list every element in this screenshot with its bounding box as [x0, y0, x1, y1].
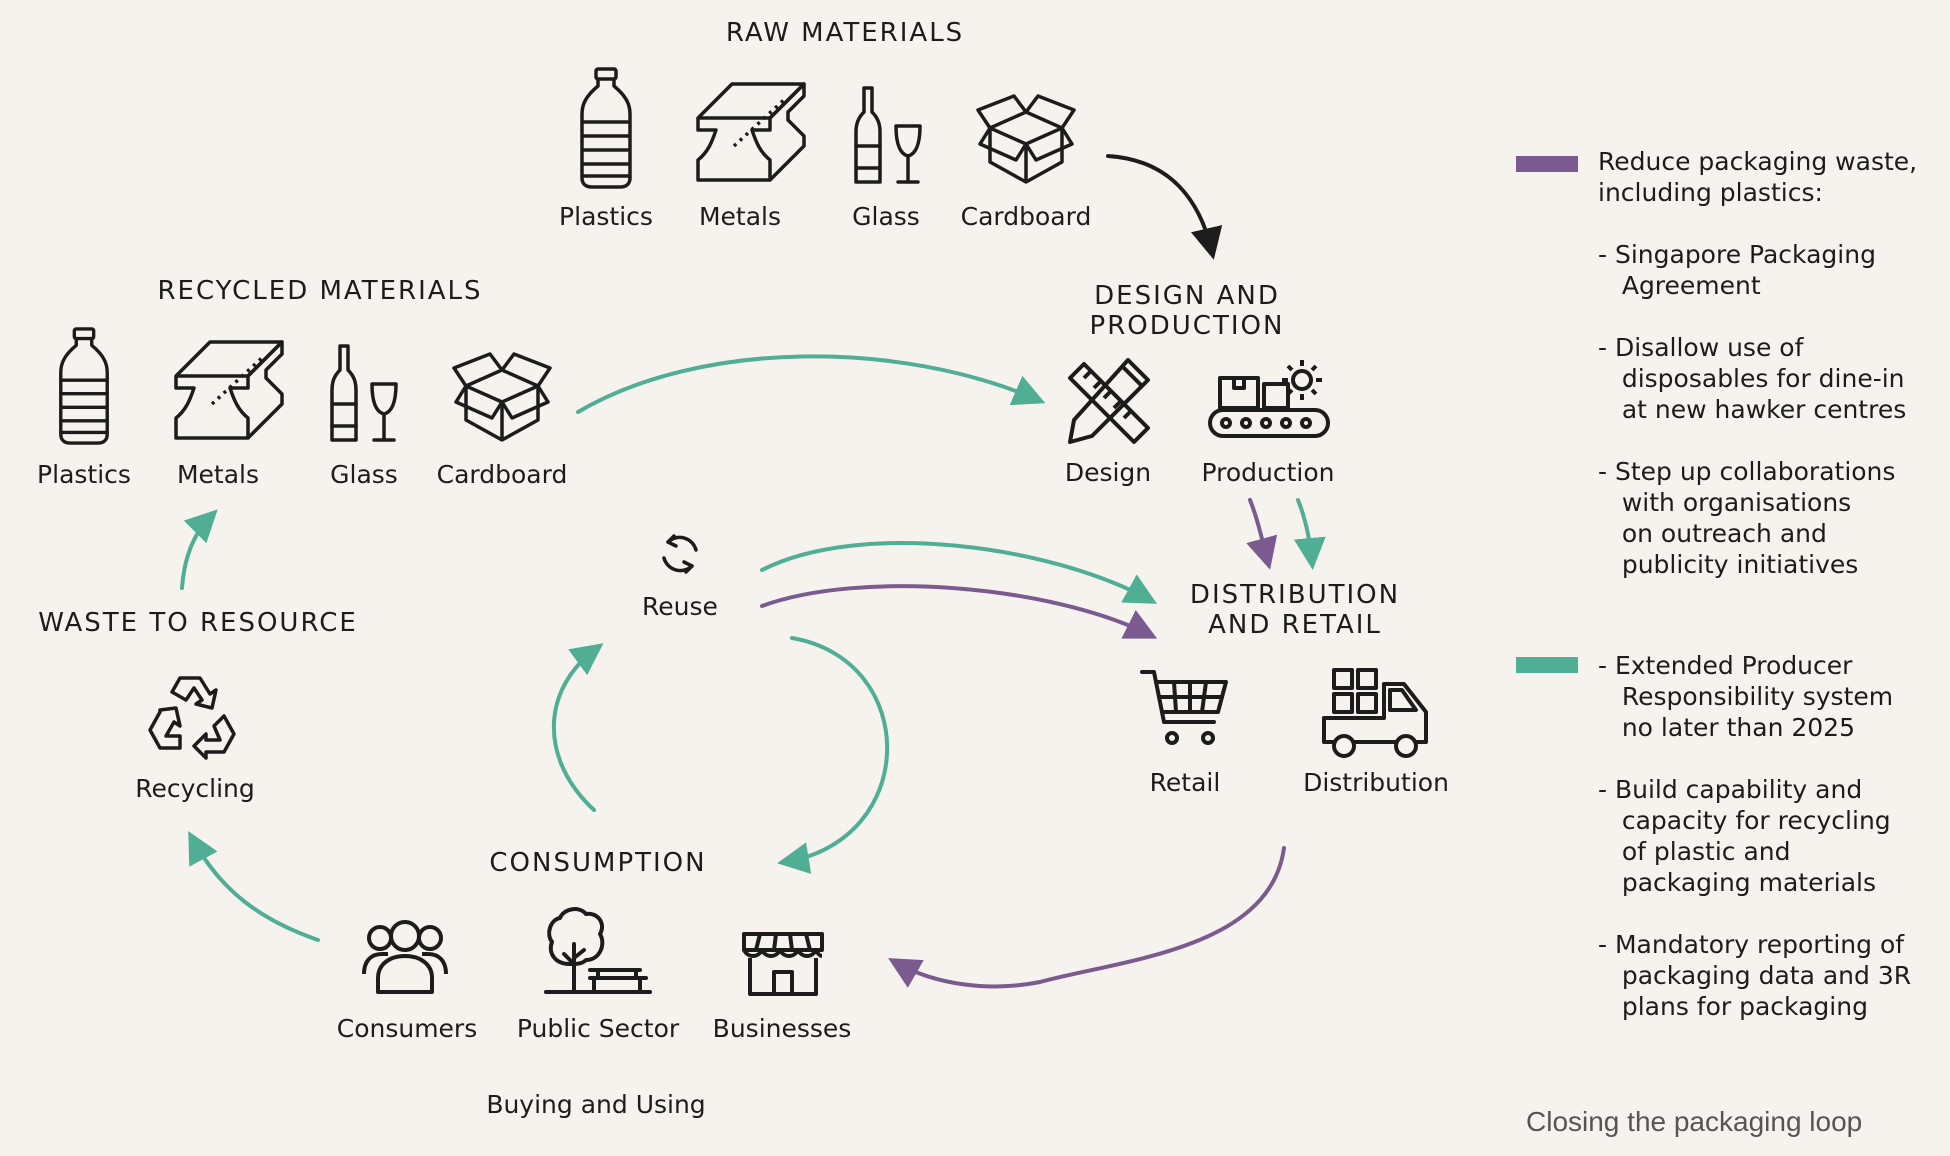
raw-material-label: Plastics — [559, 202, 653, 231]
retail-label: Retail — [1149, 768, 1221, 797]
legend-green-item: - Build capability and capacity for recy… — [1598, 775, 1891, 897]
conveyor-gear-icon — [1206, 354, 1332, 440]
design-label: Design — [1064, 458, 1152, 487]
recycled-material-label: Plastics — [37, 460, 131, 489]
legend-purple-item: - Step up collaborations with organisati… — [1598, 457, 1896, 579]
plastic-bottle-icon — [54, 326, 114, 446]
shopping-cart-icon — [1140, 668, 1230, 748]
arrow-reuse-to-consumption — [777, 636, 890, 874]
arrow-reuse-to-distribution-purple — [760, 584, 1158, 639]
recycled-material-label: Cardboard — [436, 460, 568, 489]
arrow-consumption-to-reuse — [551, 643, 604, 812]
glass-bottle-icon — [328, 344, 400, 444]
legend-green-group: - Extended Producer Responsibility syste… — [1598, 650, 1938, 1022]
production-label: Production — [1201, 458, 1335, 487]
glass-bottle-icon — [852, 86, 924, 186]
metal-beam-icon — [172, 338, 286, 442]
recycled-material-label: Metals — [176, 460, 260, 489]
raw-material-label: Glass — [852, 202, 920, 231]
arrow-recycled-to-design — [576, 354, 1046, 414]
legend-purple-group: Reduce packaging waste, including plasti… — [1598, 146, 1938, 580]
cardboard-box-icon — [976, 88, 1076, 186]
legend-green-item: - Mandatory reporting of packaging data … — [1598, 930, 1912, 1021]
reuse-label: Reuse — [642, 592, 718, 621]
arrow-raw-to-design — [1106, 154, 1223, 260]
businesses-label: Businesses — [712, 1014, 852, 1043]
legend-swatch-green — [1516, 657, 1578, 673]
tree-bench-icon — [544, 904, 652, 996]
recycling-icon — [146, 670, 240, 760]
consumption-heading: CONSUMPTION — [489, 848, 707, 878]
raw-material-label: Metals — [698, 202, 782, 231]
arrow-production-to-distribution-green — [1293, 498, 1326, 570]
legend-green-item: - Extended Producer Responsibility syste… — [1598, 651, 1894, 742]
legend-swatch-purple — [1516, 156, 1578, 172]
design-production-heading: DESIGN AND PRODUCTION — [1062, 281, 1312, 341]
reuse-icon — [656, 530, 704, 578]
raw-materials-heading: RAW MATERIALS — [725, 18, 965, 48]
ruler-pencil-icon — [1062, 356, 1154, 448]
consumers-icon — [362, 916, 448, 996]
arrow-reuse-to-distribution-green — [760, 541, 1158, 604]
legend-purple-item: - Singapore Packaging Agreement — [1598, 240, 1876, 300]
plastic-bottle-icon — [576, 66, 636, 190]
arrow-recycling-to-recycled — [180, 509, 218, 590]
public-sector-label: Public Sector — [516, 1014, 680, 1043]
raw-material-label: Cardboard — [960, 202, 1092, 231]
distribution-retail-heading: DISTRIBUTION AND RETAIL — [1170, 580, 1420, 640]
arrow-consumption-to-recycling — [188, 830, 320, 942]
legend-purple-item: - Disallow use of disposables for dine-i… — [1598, 333, 1907, 424]
arrow-production-to-distribution-purple — [1246, 498, 1278, 570]
recycled-material-label: Glass — [330, 460, 398, 489]
diagram-caption: Closing the packaging loop — [1526, 1106, 1863, 1137]
cardboard-box-icon — [452, 346, 552, 444]
distribution-label: Distribution — [1303, 768, 1449, 797]
design-production-heading-line1: DESIGN AND — [1094, 281, 1280, 311]
storefront-icon — [740, 928, 826, 998]
waste-to-resource-heading: WASTE TO RESOURCE — [38, 608, 358, 638]
legend-purple-item: Reduce packaging waste, including plasti… — [1598, 147, 1918, 207]
metal-beam-icon — [694, 80, 808, 184]
design-production-heading-line2: PRODUCTION — [1089, 311, 1285, 341]
consumption-subtitle: Buying and Using — [486, 1090, 706, 1119]
recycled-materials-heading: RECYCLED MATERIALS — [157, 276, 483, 306]
recycling-label: Recycling — [135, 774, 255, 803]
arrow-distribution-to-consumption — [888, 846, 1286, 989]
delivery-truck-icon — [1320, 666, 1432, 760]
distribution-retail-heading-line2: AND RETAIL — [1208, 610, 1382, 640]
consumers-label: Consumers — [336, 1014, 478, 1043]
distribution-retail-heading-line1: DISTRIBUTION — [1189, 580, 1401, 610]
